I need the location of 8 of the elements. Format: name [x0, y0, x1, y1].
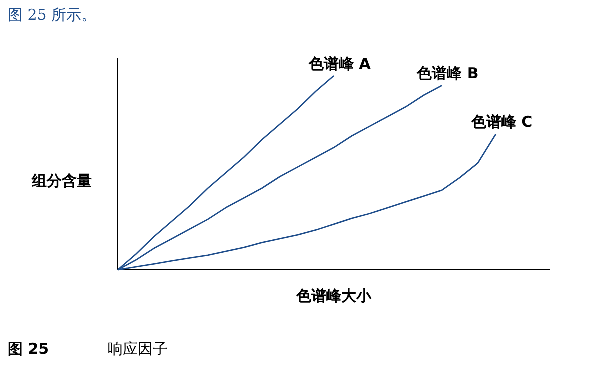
series-label: 色谱峰 C	[470, 113, 533, 132]
x-axis-title: 色谱峰大小	[296, 287, 372, 305]
text: 响应因子	[108, 340, 168, 358]
y-axis-title: 组分含量	[31, 172, 92, 190]
caption: 图 25	[8, 340, 50, 358]
series-label: 色谱峰 A	[308, 55, 372, 73]
caption: 图 25 所示。	[8, 6, 97, 24]
series-label: 色谱峰 B	[416, 64, 479, 83]
